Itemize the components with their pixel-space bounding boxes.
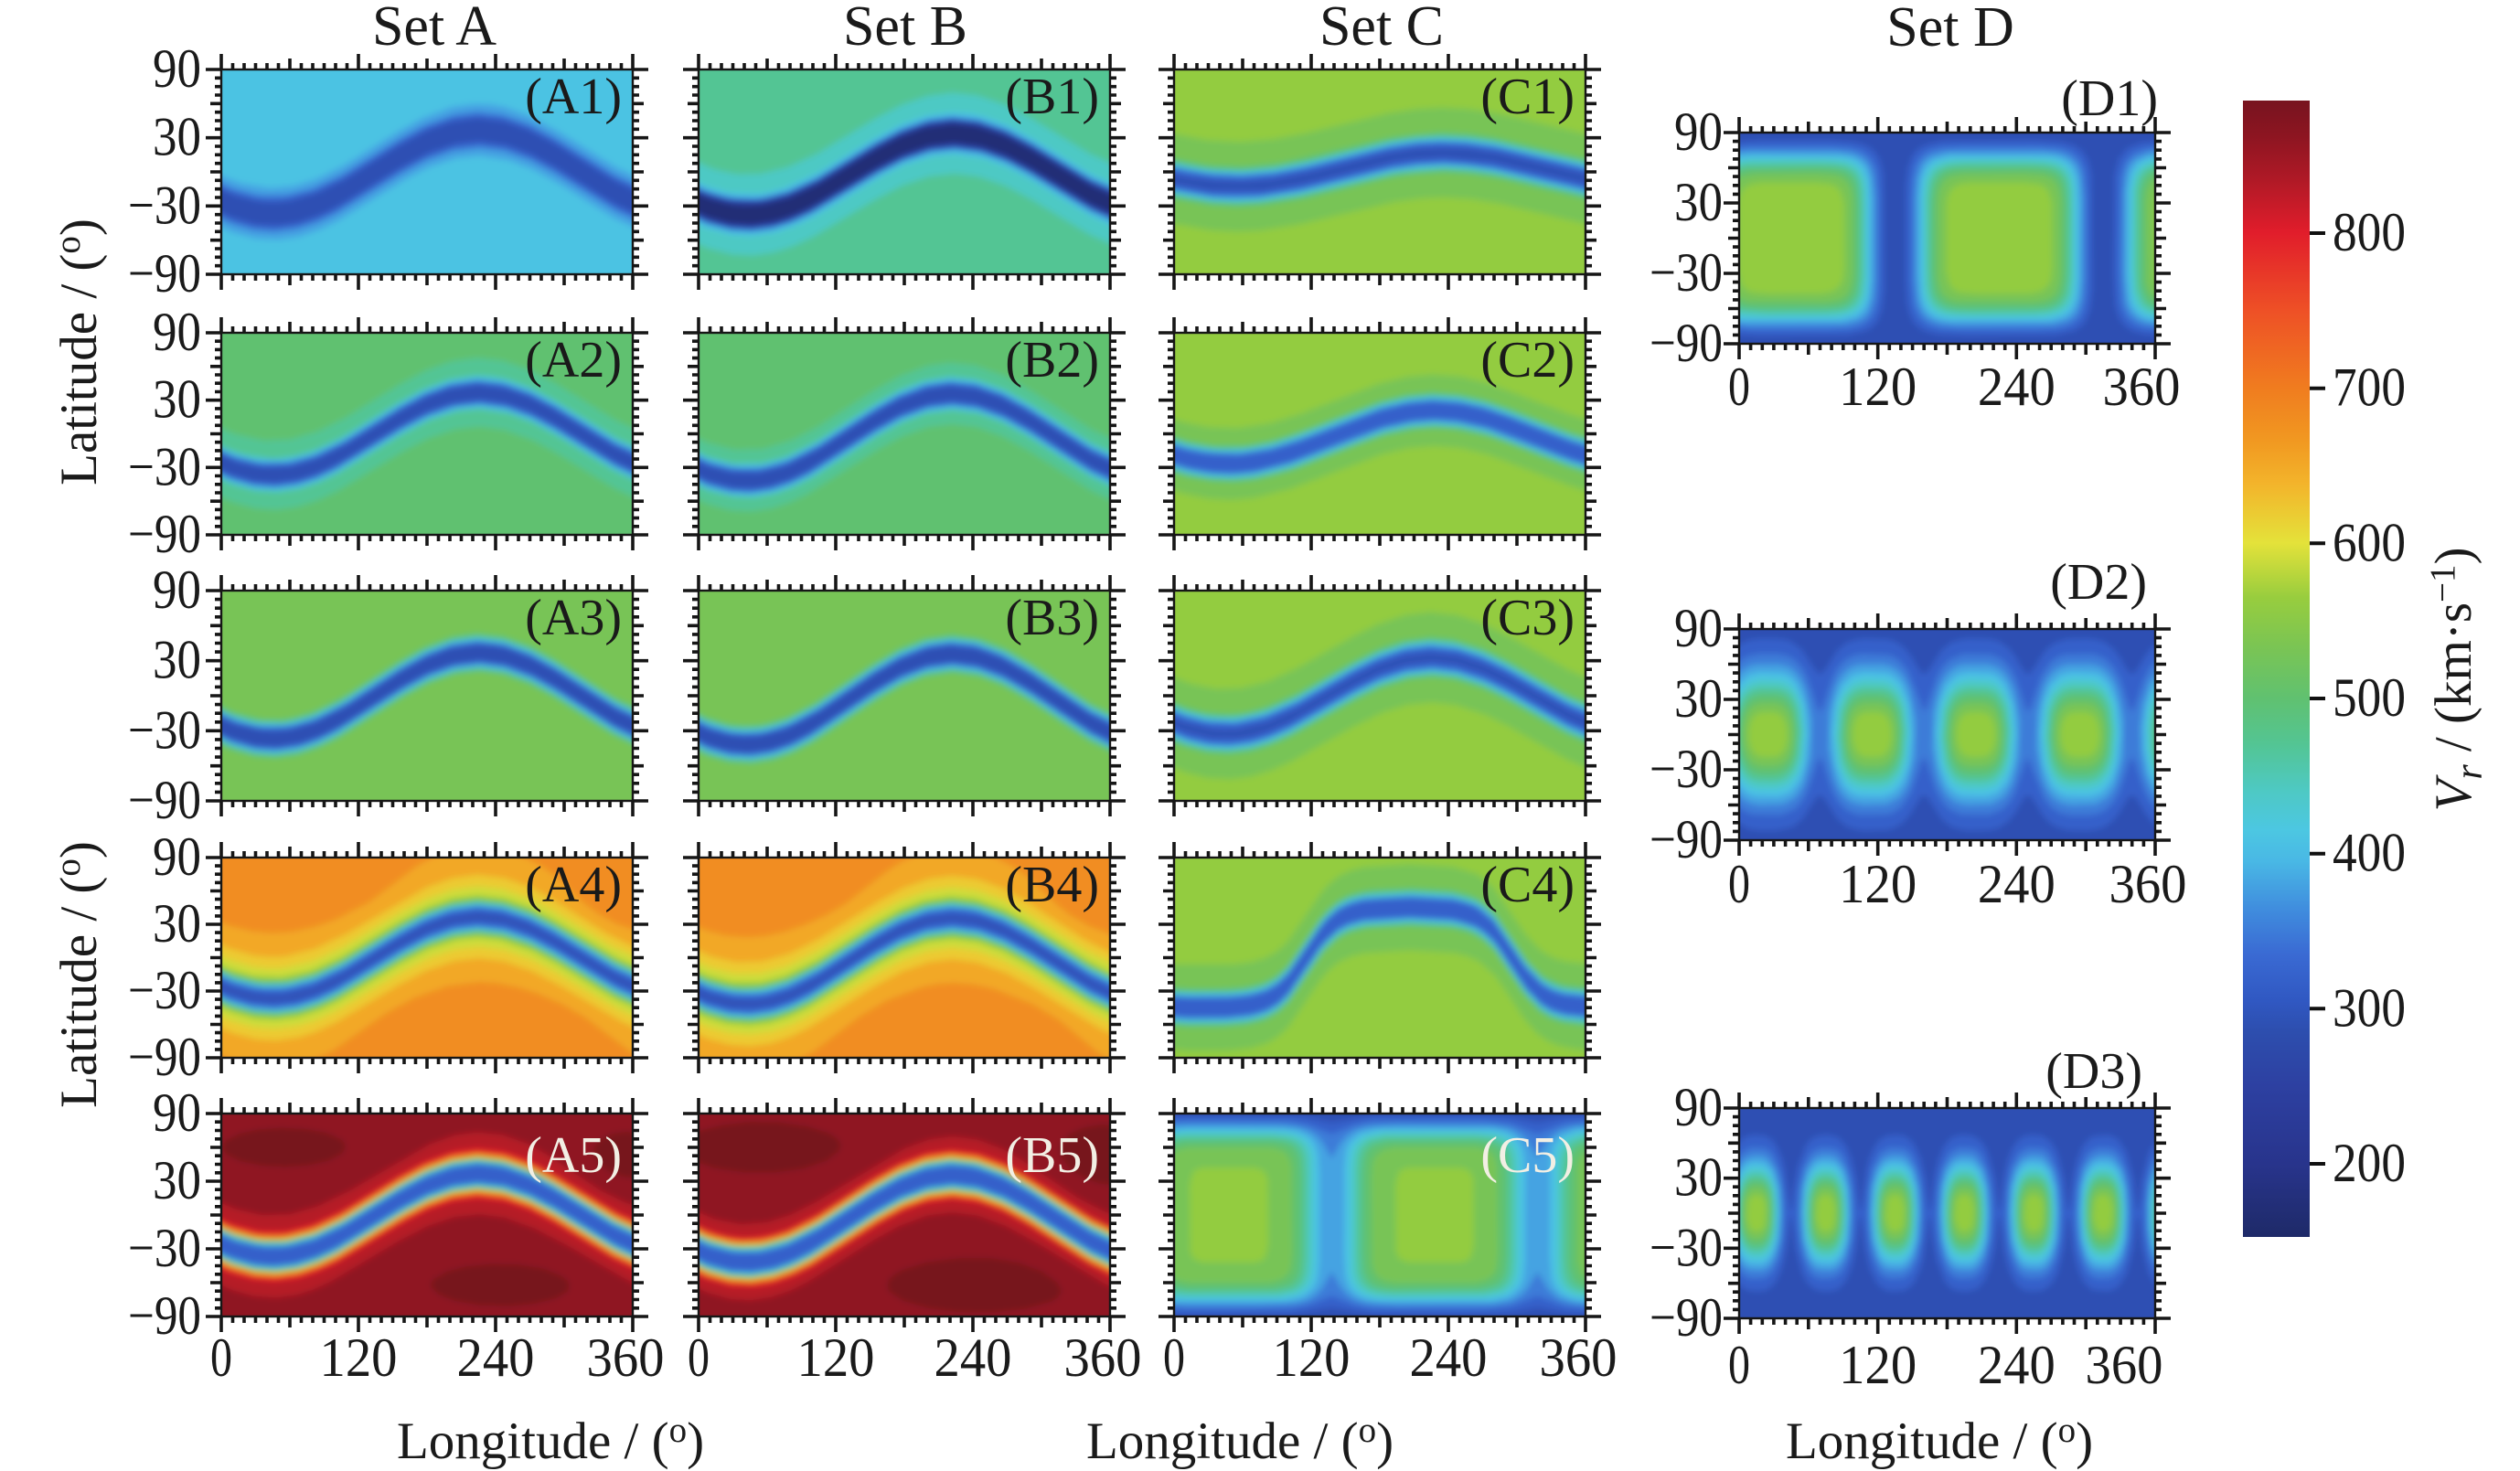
svg-text:(A2): (A2) [525, 332, 622, 389]
svg-text:−30: −30 [128, 960, 201, 1020]
svg-text:(B4): (B4) [1005, 857, 1099, 913]
svg-text:(B2): (B2) [1005, 332, 1099, 389]
svg-text:200: 200 [2333, 1133, 2406, 1193]
svg-text:(D2): (D2) [2050, 554, 2147, 611]
svg-text:−90: −90 [128, 1027, 201, 1087]
svg-text:(A1): (A1) [525, 69, 622, 125]
svg-text:(A5): (A5) [525, 1127, 622, 1184]
svg-text:360: 360 [1064, 1327, 1142, 1388]
svg-text:30: 30 [153, 630, 201, 690]
svg-text:120: 120 [1839, 854, 1917, 914]
svg-text:Latitude / (o): Latitude / (o) [48, 219, 108, 485]
svg-text:120: 120 [1273, 1327, 1351, 1388]
svg-text:(D1): (D1) [2061, 70, 2158, 127]
svg-text:−30: −30 [1650, 739, 1723, 799]
svg-text:300: 300 [2333, 977, 2406, 1038]
svg-text:30: 30 [153, 369, 201, 430]
svg-text:(B5): (B5) [1005, 1127, 1099, 1184]
svg-text:Set A: Set A [372, 0, 497, 58]
svg-text:600: 600 [2333, 512, 2406, 572]
svg-text:Vr / (km·s−1): Vr / (km·s−1) [2423, 548, 2491, 812]
svg-text:(D3): (D3) [2045, 1043, 2142, 1100]
svg-text:90: 90 [1674, 1077, 1723, 1137]
svg-text:−30: −30 [128, 175, 201, 235]
svg-text:−30: −30 [1650, 242, 1723, 303]
svg-text:0: 0 [688, 1327, 710, 1388]
svg-text:−90: −90 [128, 1285, 201, 1346]
svg-text:−90: −90 [1650, 313, 1723, 373]
svg-text:0: 0 [1163, 1327, 1185, 1388]
svg-text:Longitude / (o): Longitude / (o) [397, 1411, 704, 1470]
svg-text:90: 90 [153, 38, 201, 99]
svg-text:(C5): (C5) [1480, 1127, 1575, 1184]
svg-text:90: 90 [153, 302, 201, 362]
svg-text:120: 120 [320, 1327, 398, 1388]
svg-text:(C3): (C3) [1480, 590, 1575, 646]
svg-text:240: 240 [1978, 1335, 2056, 1395]
svg-text:30: 30 [153, 1150, 201, 1210]
svg-text:−90: −90 [1650, 1287, 1723, 1348]
svg-text:(B3): (B3) [1005, 590, 1099, 646]
svg-text:Longitude / (o): Longitude / (o) [1086, 1411, 1393, 1470]
svg-text:(C2): (C2) [1480, 332, 1575, 389]
svg-text:0: 0 [1728, 1335, 1750, 1395]
svg-text:(C4): (C4) [1480, 857, 1575, 913]
svg-text:Latitude / (o): Latitude / (o) [48, 841, 108, 1108]
svg-text:(B1): (B1) [1005, 69, 1099, 125]
svg-text:240: 240 [1978, 854, 2056, 914]
svg-text:−30: −30 [1650, 1217, 1723, 1277]
svg-text:700: 700 [2333, 357, 2406, 418]
svg-text:30: 30 [153, 893, 201, 954]
svg-text:800: 800 [2333, 202, 2406, 262]
svg-text:−30: −30 [128, 436, 201, 496]
svg-text:360: 360 [2103, 357, 2181, 417]
svg-text:240: 240 [1410, 1327, 1488, 1388]
svg-text:−90: −90 [128, 243, 201, 304]
svg-text:0: 0 [1728, 357, 1750, 417]
svg-text:−30: −30 [128, 1218, 201, 1278]
svg-text:30: 30 [1674, 172, 1723, 232]
svg-text:90: 90 [153, 826, 201, 887]
svg-text:Set D: Set D [1886, 0, 2014, 59]
svg-text:30: 30 [1674, 1147, 1723, 1208]
svg-text:240: 240 [457, 1327, 535, 1388]
svg-text:0: 0 [210, 1327, 232, 1388]
svg-text:Longitude / (o): Longitude / (o) [1786, 1411, 2093, 1470]
svg-text:(A4): (A4) [525, 857, 622, 913]
svg-text:(C1): (C1) [1480, 69, 1575, 125]
svg-text:360: 360 [1540, 1327, 1618, 1388]
svg-text:−90: −90 [1650, 809, 1723, 869]
svg-text:−90: −90 [128, 770, 201, 830]
svg-text:Set C: Set C [1319, 0, 1444, 58]
svg-text:120: 120 [797, 1327, 875, 1388]
svg-text:30: 30 [153, 107, 201, 167]
svg-text:90: 90 [1674, 101, 1723, 162]
svg-text:Set B: Set B [843, 0, 967, 58]
svg-text:90: 90 [153, 560, 201, 620]
svg-text:−30: −30 [128, 699, 201, 760]
svg-text:−90: −90 [128, 504, 201, 564]
svg-text:90: 90 [1674, 598, 1723, 658]
svg-text:120: 120 [1839, 1335, 1917, 1395]
svg-text:120: 120 [1839, 357, 1917, 417]
svg-text:360: 360 [2109, 854, 2187, 914]
svg-text:240: 240 [934, 1327, 1012, 1388]
svg-text:0: 0 [1728, 854, 1750, 914]
svg-text:500: 500 [2333, 667, 2406, 728]
svg-text:(A3): (A3) [525, 590, 622, 646]
svg-text:360: 360 [2086, 1335, 2163, 1395]
svg-text:30: 30 [1674, 668, 1723, 729]
svg-text:360: 360 [587, 1327, 665, 1388]
svg-text:240: 240 [1978, 357, 2056, 417]
svg-text:400: 400 [2333, 823, 2406, 883]
svg-text:90: 90 [153, 1082, 201, 1143]
